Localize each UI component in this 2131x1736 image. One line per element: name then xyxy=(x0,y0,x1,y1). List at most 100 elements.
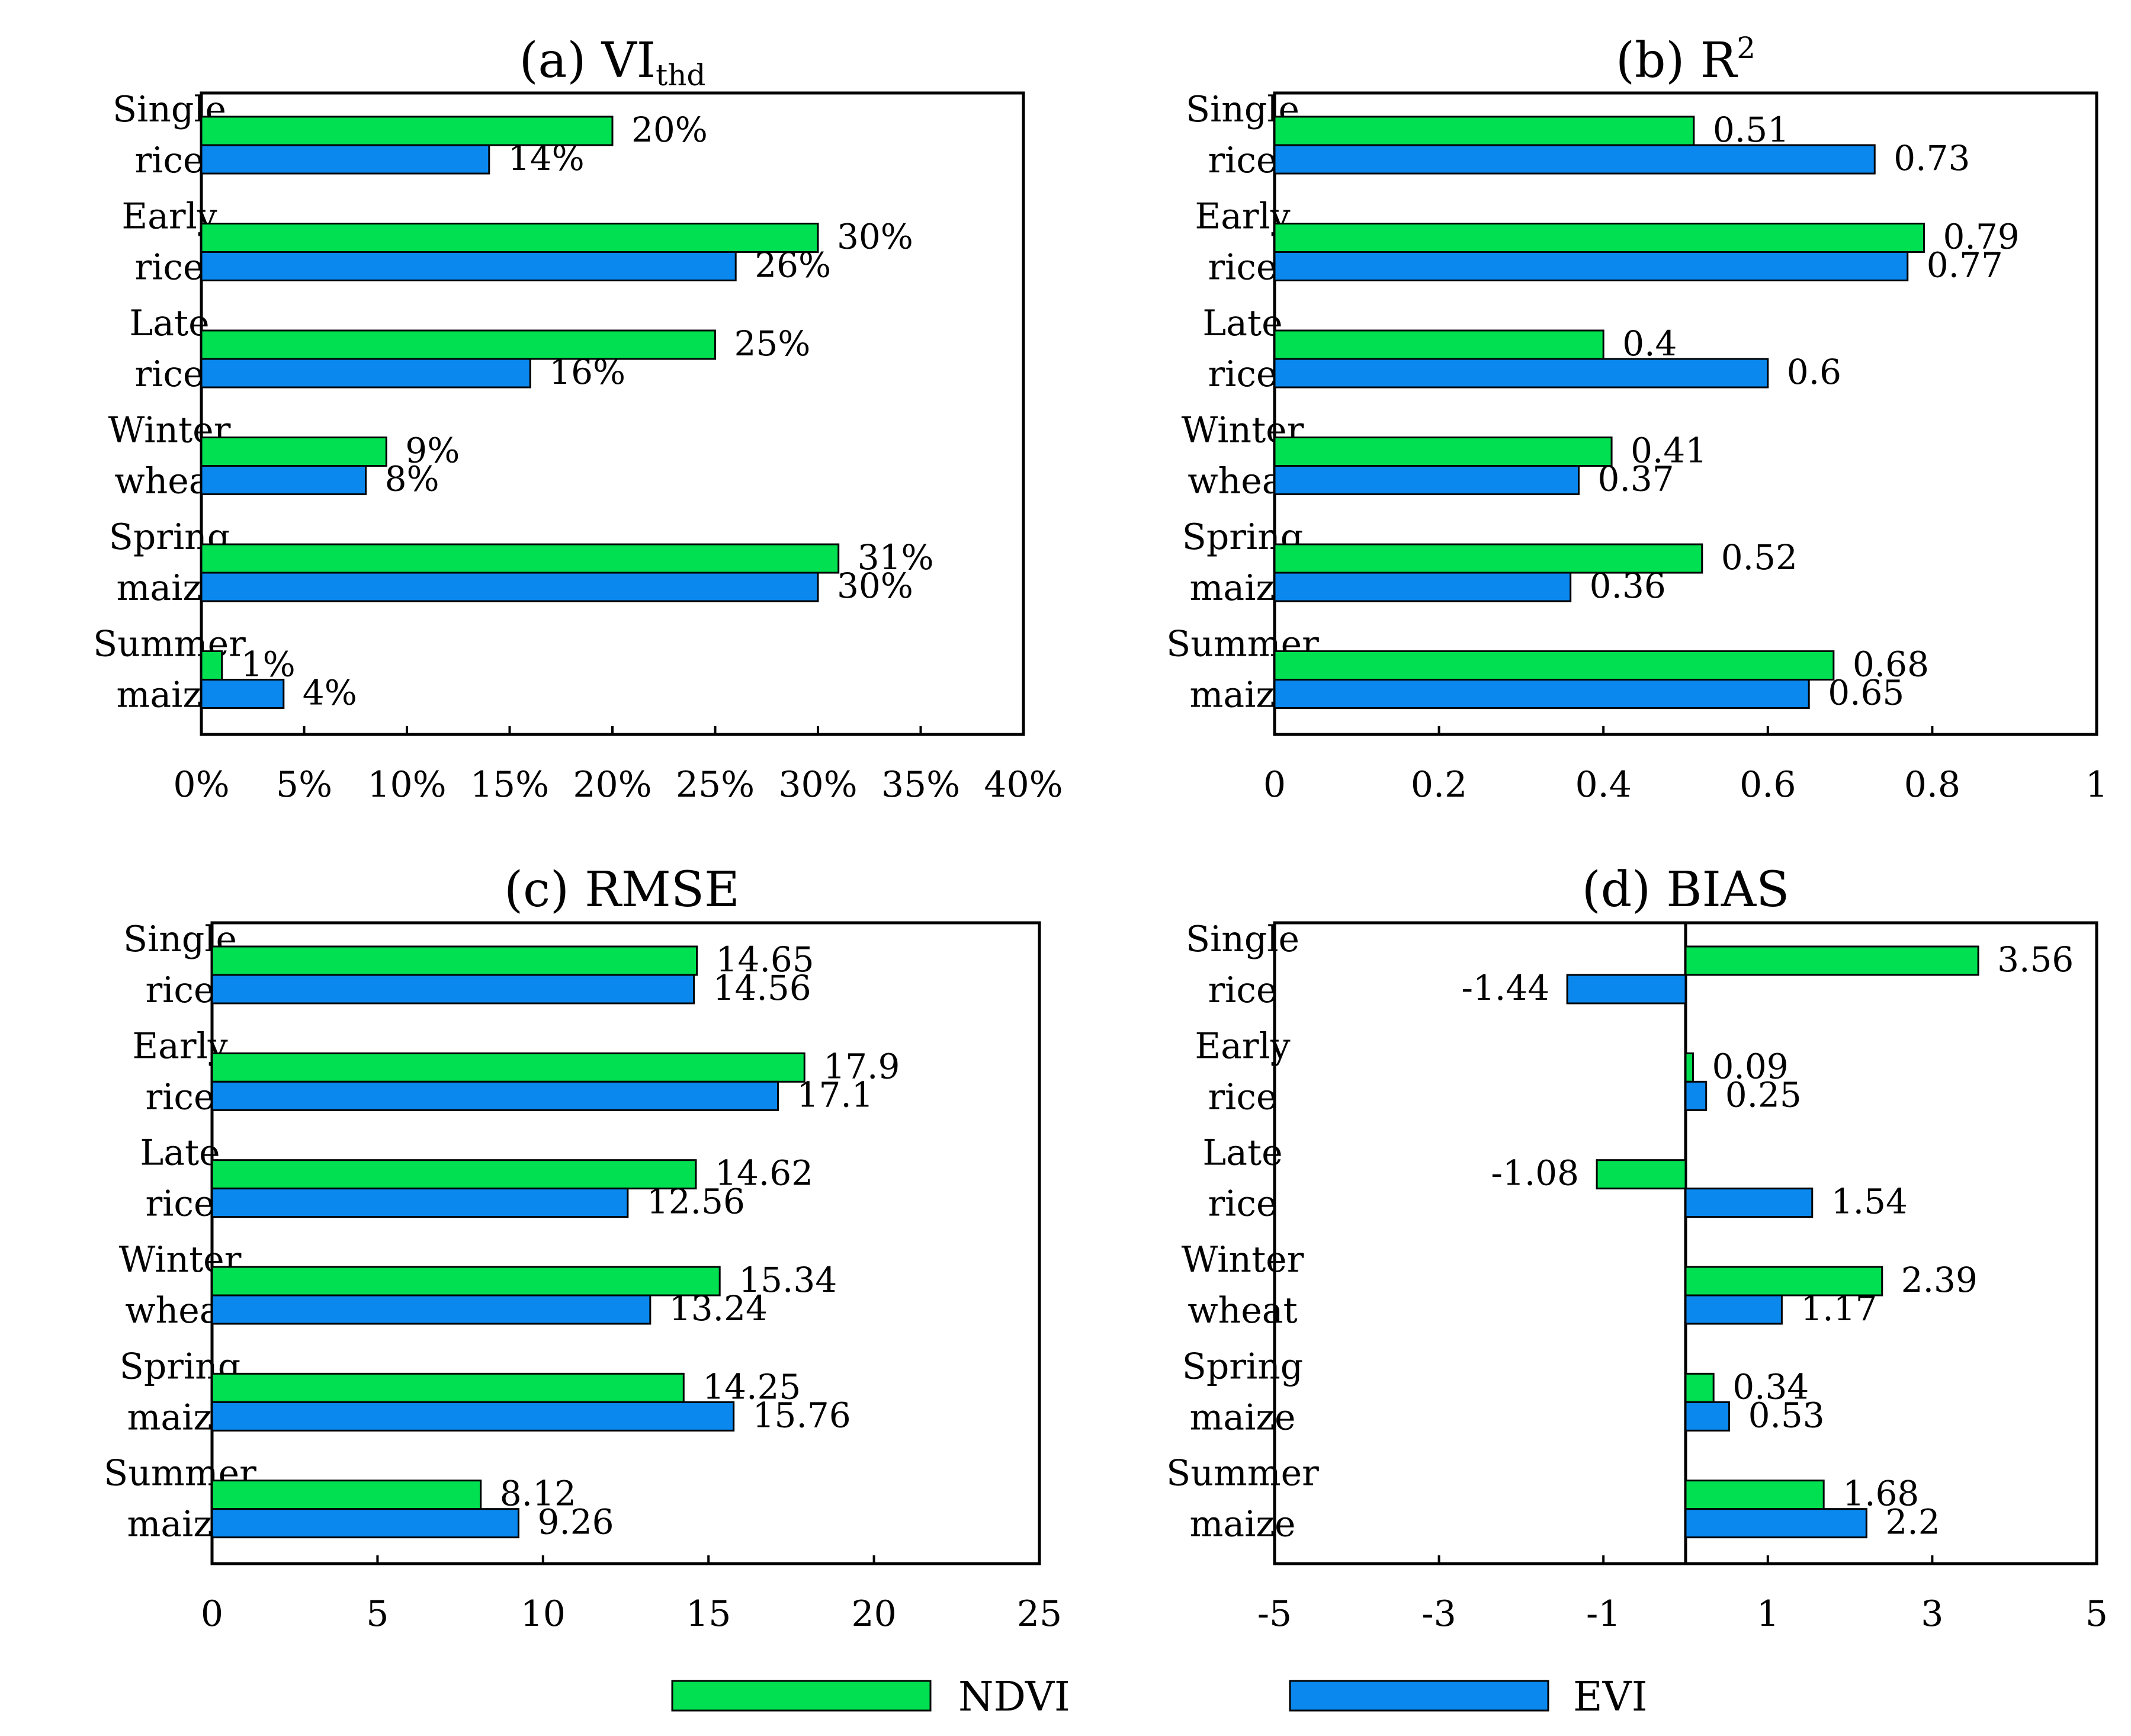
x-tick-label: 35% xyxy=(881,764,960,806)
x-tick-label: 0 xyxy=(1263,764,1286,806)
data-label-ndvi: 3.56 xyxy=(1997,939,2074,980)
category-label: maize xyxy=(1190,1504,1296,1545)
data-label-evi: 0.6 xyxy=(1787,352,1841,392)
bar-evi xyxy=(1273,251,1909,281)
data-label-evi: 14% xyxy=(508,138,585,178)
legend-ndvi-label: NDVI xyxy=(958,1674,1070,1721)
bar-ndvi xyxy=(211,945,698,976)
data-label-evi: 30% xyxy=(837,566,913,606)
data-label-evi: 26% xyxy=(755,245,831,285)
panel-a-frame xyxy=(200,91,1025,736)
category-label: Late xyxy=(1202,303,1282,344)
data-label-ndvi: -1.08 xyxy=(1491,1153,1579,1193)
x-tick-label: 30% xyxy=(778,764,857,806)
category-label: rice xyxy=(1208,970,1278,1011)
legend-evi-swatch xyxy=(1289,1680,1549,1712)
bar-ndvi xyxy=(1684,1052,1694,1083)
x-tick-label: 40% xyxy=(984,764,1063,806)
data-label-evi: 8% xyxy=(385,459,439,499)
bar-ndvi xyxy=(1684,1480,1825,1510)
bar-ndvi xyxy=(200,437,387,467)
bar-evi xyxy=(200,465,367,495)
bar-ndvi xyxy=(211,1372,685,1403)
category-label: maize xyxy=(1190,1397,1296,1438)
data-label-evi: 0.65 xyxy=(1828,673,1904,713)
category-label: Spring xyxy=(1182,1346,1303,1387)
bar-ndvi xyxy=(200,543,840,574)
data-label-ndvi: 0.68 xyxy=(1853,644,1929,685)
x-tick-label: 15% xyxy=(470,764,549,806)
bar-evi xyxy=(211,1294,652,1325)
data-label-evi: 1.54 xyxy=(1831,1182,1908,1222)
x-tick-label: -1 xyxy=(1586,1593,1620,1635)
category-label: rice xyxy=(146,1076,215,1118)
category-label: Summer xyxy=(93,624,246,665)
bar-ndvi xyxy=(1273,650,1835,681)
x-tick-label: -5 xyxy=(1257,1593,1292,1635)
x-tick-label: 25 xyxy=(1017,1593,1062,1635)
bar-ndvi xyxy=(1684,1372,1715,1403)
data-label-ndvi: 14.25 xyxy=(702,1366,801,1407)
panel-b-title: (b) R2 xyxy=(1616,31,1755,89)
bar-evi xyxy=(200,572,819,602)
data-label-evi: 14.56 xyxy=(713,968,811,1008)
category-label: rice xyxy=(146,1183,215,1225)
data-label-evi: 0.73 xyxy=(1893,138,1970,178)
bar-evi xyxy=(1273,679,1810,709)
data-label-ndvi: 8.12 xyxy=(500,1474,576,1514)
bar-ndvi xyxy=(1596,1159,1687,1190)
data-label-evi: 16% xyxy=(549,352,625,392)
data-label-ndvi: 9% xyxy=(405,431,460,471)
data-label-evi: 1.17 xyxy=(1801,1288,1877,1329)
data-label-ndvi: 1% xyxy=(241,644,296,685)
panel-a-title: (a) VIthd xyxy=(519,33,706,92)
data-label-evi: 13.24 xyxy=(669,1288,768,1329)
panel-d: (d) BIAS -5 -3 -1 1 3 5 Single rice 3.56 -1.44 Earl… xyxy=(1166,862,2108,1635)
data-label-ndvi: 25% xyxy=(734,323,811,364)
x-tick-label: 25% xyxy=(676,764,755,806)
data-label-ndvi: 15.34 xyxy=(739,1260,837,1300)
x-tick-label: 10% xyxy=(367,764,446,806)
category-label: rice xyxy=(135,247,204,288)
data-label-evi: 2.2 xyxy=(1885,1502,1940,1542)
bar-evi xyxy=(211,1401,735,1432)
bar-evi xyxy=(200,358,531,389)
data-label-evi: 0.77 xyxy=(1927,245,2003,285)
category-label: rice xyxy=(1208,1183,1278,1225)
bar-evi xyxy=(1273,465,1580,495)
x-tick-label: 1 xyxy=(2085,764,2108,806)
data-label-ndvi: 0.09 xyxy=(1712,1046,1788,1086)
data-label-ndvi: 0.52 xyxy=(1721,537,1798,577)
category-label: rice xyxy=(146,970,215,1011)
panel-b: (b) R20 0.2 0.4 0.6 0.8 1Singlerice0.510.73Ea… xyxy=(1166,31,2108,806)
x-tick-label: 0.4 xyxy=(1575,764,1631,806)
category-label: Winter xyxy=(1182,1239,1304,1281)
panel-c-title: (c) RMSE xyxy=(504,862,740,918)
data-label-ndvi: 14.65 xyxy=(716,939,814,980)
data-label-ndvi: 2.39 xyxy=(1901,1260,1978,1300)
bar-evi xyxy=(200,144,490,175)
data-label-evi: 0.25 xyxy=(1725,1074,1802,1115)
data-label-ndvi: 0.79 xyxy=(1943,217,2020,257)
bar-ndvi xyxy=(1273,329,1604,360)
x-tick-label: 0.6 xyxy=(1740,764,1796,806)
x-tick-label: 20 xyxy=(851,1593,896,1635)
category-label: Early xyxy=(1195,1025,1290,1067)
data-label-ndvi: 14.62 xyxy=(715,1153,813,1193)
data-label-ndvi: 0.51 xyxy=(1713,110,1789,150)
panel-d-title: (d) BIAS xyxy=(1582,862,1790,918)
bar-evi xyxy=(1684,1188,1814,1218)
bar-evi xyxy=(211,1508,519,1539)
category-label: rice xyxy=(1208,247,1278,288)
bar-evi xyxy=(211,974,695,1005)
category-label: Summer xyxy=(1166,1453,1319,1494)
data-label-ndvi: 0.4 xyxy=(1622,323,1677,364)
bar-evi xyxy=(1273,358,1769,389)
x-tick-label: 5 xyxy=(2085,1593,2108,1635)
panel-b-frame xyxy=(1273,91,2098,736)
category-label: rice xyxy=(1208,1076,1278,1118)
bar-ndvi xyxy=(1684,945,1979,976)
bar-evi xyxy=(1684,1401,1731,1432)
